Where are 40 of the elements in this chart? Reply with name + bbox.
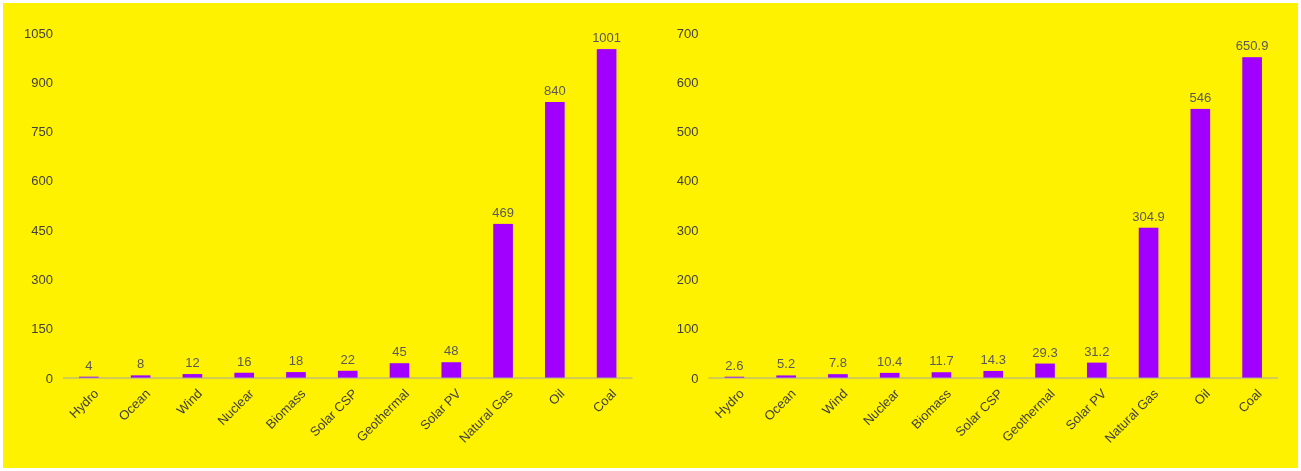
data-label: 11.7 [929,353,954,369]
y-tick-label: 400 [676,173,699,189]
y-tick-label: 0 [45,370,53,386]
data-label: 29.3 [1032,344,1058,360]
x-tick-label: Oil [545,385,568,408]
y-tick-label: 900 [31,74,53,90]
y-tick-label: 600 [31,173,53,189]
y-tick-label: 500 [676,124,699,140]
data-label: 1001 [592,30,622,46]
data-label: 14.3 [980,351,1006,367]
y-tick-label: 150 [31,321,53,337]
data-label: 10.4 [877,353,903,369]
data-label: 650.9 [1235,38,1269,54]
x-tick-label: Oil [1191,385,1213,408]
y-tick-label: 300 [31,271,53,287]
data-label: 4 [85,357,93,373]
y-tick-label: 450 [31,222,53,238]
data-label: 304.9 [1132,208,1165,224]
data-label: 48 [444,343,459,359]
data-label: 5.2 [777,356,796,372]
y-tick-label: 200 [676,271,699,287]
y-tick-label: 750 [31,124,53,140]
data-label: 12 [185,355,200,371]
data-label: 2.6 [725,357,744,373]
y-tick-label: 300 [676,222,699,238]
y-tick-label: 700 [676,25,699,41]
data-label: 840 [543,83,566,98]
data-label: 45 [392,344,407,360]
data-label: 16 [236,353,252,369]
data-label: 546 [1189,89,1212,105]
y-tick-label: 1050 [24,25,53,41]
y-tick-label: 100 [676,321,699,337]
data-label: 18 [288,353,304,369]
data-label: 8 [137,356,145,372]
data-label: 31.2 [1084,343,1110,359]
data-label: 22 [340,351,355,367]
y-tick-label: 600 [676,74,699,90]
data-label: 469 [492,204,514,220]
data-label: 7.8 [828,355,847,371]
y-tick-label: 0 [691,370,699,386]
